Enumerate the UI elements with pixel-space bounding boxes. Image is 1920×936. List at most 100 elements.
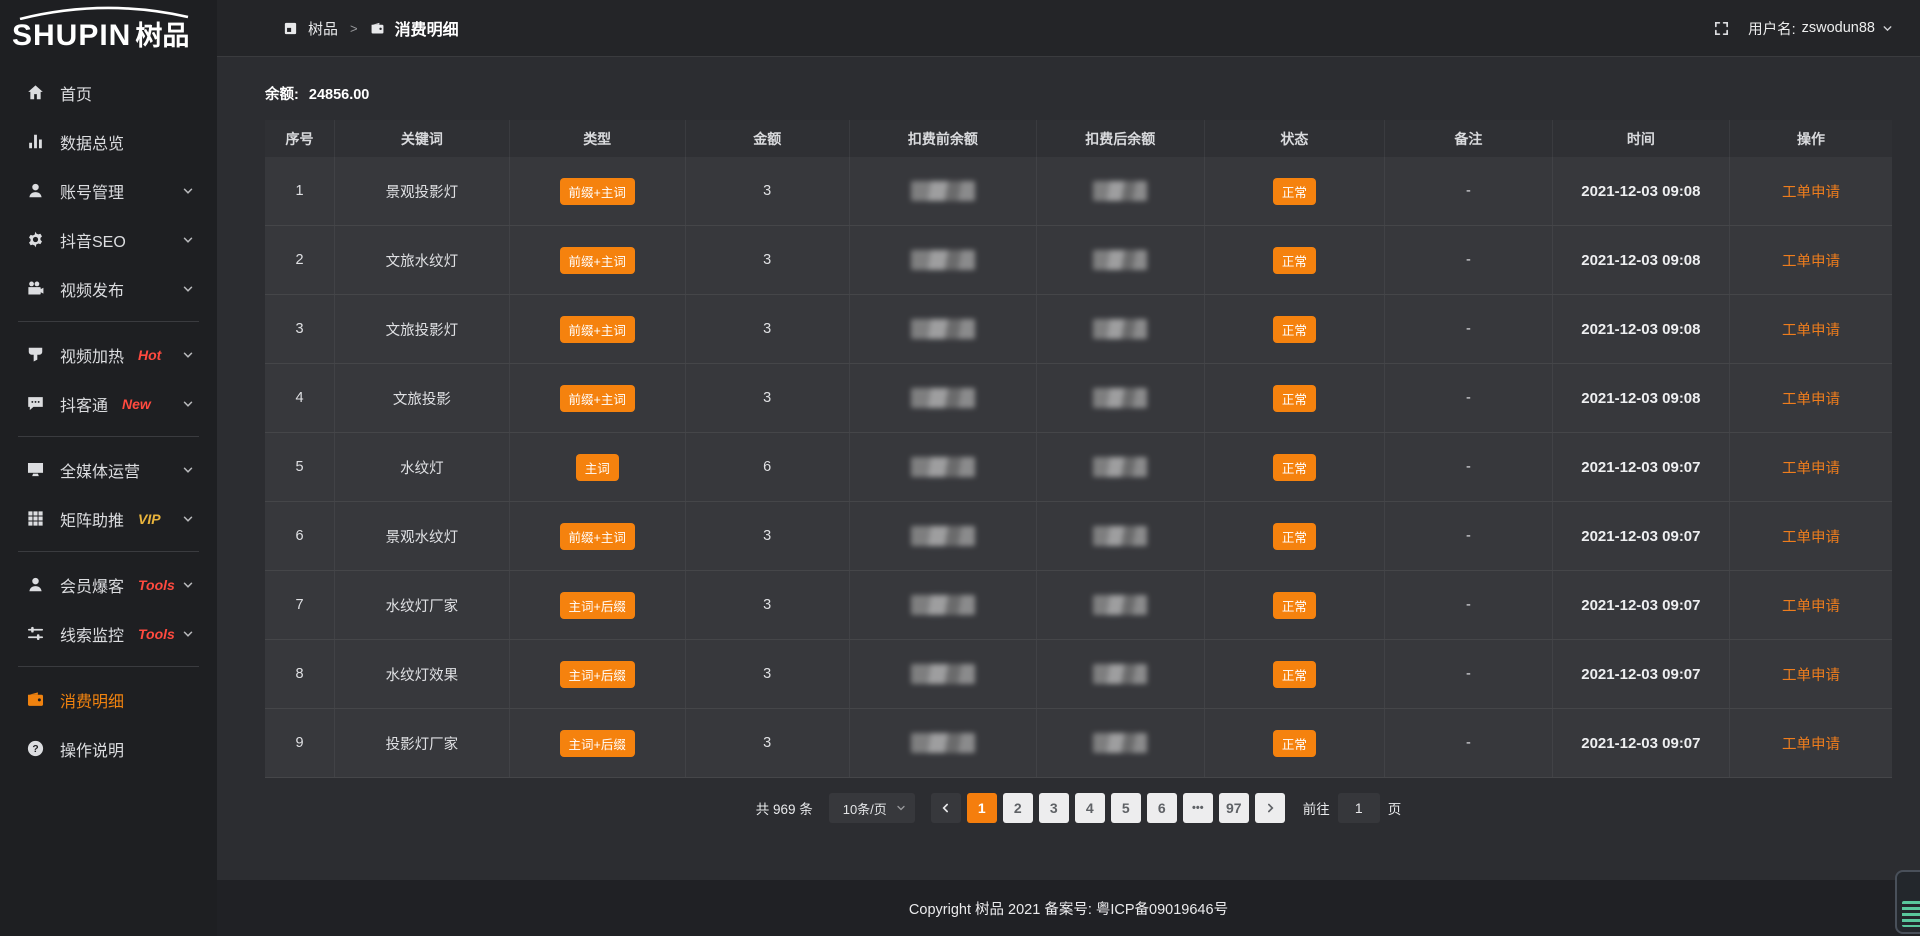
page-button-1[interactable]: 1 <box>966 793 997 823</box>
breadcrumb-separator: > <box>350 20 358 36</box>
ticket-request-link[interactable]: 工单申请 <box>1781 667 1840 684</box>
cell-post-balance <box>1037 709 1205 777</box>
chevron-down-icon <box>1881 22 1894 35</box>
user-menu[interactable]: 用户名: zswodun88 <box>1748 18 1894 39</box>
cell-type: 主词+后缀 <box>510 571 686 639</box>
footer: Copyright 树品 2021 备案号: 粤ICP备09019646号 <box>217 880 1920 936</box>
sidebar-item-home[interactable]: 首页 <box>0 68 217 117</box>
ticket-request-link[interactable]: 工单申请 <box>1781 322 1840 339</box>
logo-text-cn: 树品 <box>135 21 190 51</box>
sidebar-item-member-boom[interactable]: 会员爆客 Tools <box>0 560 217 609</box>
sidebar-divider <box>18 321 199 322</box>
content-area: 余额: 24856.00 序号 关键词 类型 金额 扣费前余额 扣费后余额 状态 备注 时间 操作… <box>217 57 1920 880</box>
chevron-right-icon <box>1267 803 1274 813</box>
cell-status: 正常 <box>1205 502 1386 570</box>
topbar-right: 用户名: zswodun88 <box>1713 18 1894 39</box>
page-button-97[interactable]: 97 <box>1218 793 1249 823</box>
cell-action: 工单申请 <box>1730 640 1892 708</box>
cell-post-balance <box>1037 226 1205 294</box>
ticket-request-link[interactable]: 工单申请 <box>1781 736 1840 753</box>
brand-logo[interactable]: SHUPIN 树品 <box>0 0 217 58</box>
type-badge: 主词+后缀 <box>559 660 635 688</box>
cell-pre-balance <box>850 502 1037 570</box>
cell-note: - <box>1385 640 1553 708</box>
app-icon <box>283 21 298 36</box>
page-ellipsis-button[interactable]: ••• <box>1182 793 1213 823</box>
cell-action: 工单申请 <box>1730 571 1892 639</box>
cell-index: 6 <box>265 502 335 570</box>
sidebar-item-clue-monitor[interactable]: 线索监控 Tools <box>0 609 217 658</box>
cell-time: 2021-12-03 09:08 <box>1553 226 1731 294</box>
table-row: 4 文旅投影 前缀+主词 3 正常 -2021-12-03 09:08 工单申请 <box>265 364 1892 433</box>
chevron-down-icon <box>181 512 195 526</box>
video-camera-icon <box>26 279 45 298</box>
table-row: 3 文旅投影灯 前缀+主词 3 正常 -2021-12-03 09:08 工单申请 <box>265 295 1892 364</box>
sidebar-item-media-ops[interactable]: 全媒体运营 <box>0 445 217 494</box>
home-icon <box>26 83 45 102</box>
ticket-request-link[interactable]: 工单申请 <box>1781 460 1840 477</box>
ticket-request-link[interactable]: 工单申请 <box>1781 598 1840 615</box>
page-button-2[interactable]: 2 <box>1002 793 1033 823</box>
page-button-4[interactable]: 4 <box>1074 793 1105 823</box>
sidebar-item-video-publish[interactable]: 视频发布 <box>0 264 217 313</box>
next-page-button[interactable] <box>1254 793 1285 823</box>
page-button-3[interactable]: 3 <box>1038 793 1069 823</box>
column-header: 扣费后余额 <box>1037 120 1205 157</box>
pagination-total: 共 969 条 <box>755 802 813 817</box>
ticket-request-link[interactable]: 工单申请 <box>1781 253 1840 270</box>
user-icon <box>26 181 45 200</box>
breadcrumb-root[interactable]: 树品 <box>308 20 339 38</box>
table-row: 5 水纹灯 主词 6 正常 -2021-12-03 09:07 工单申请 <box>265 433 1892 502</box>
sidebar-item-consume-detail[interactable]: 消费明细 <box>0 675 217 724</box>
sidebar-item-matrix-boost[interactable]: 矩阵助推 VIP <box>0 494 217 543</box>
ticket-request-link[interactable]: 工单申请 <box>1781 184 1840 201</box>
sidebar-nav: 首页 数据总览 账号管理 抖音SEO 视频发布 视频加热 Hot 抖客通 New 全媒体运营 矩阵助… <box>0 68 217 773</box>
sidebar-item-help[interactable]: ? 操作说明 <box>0 724 217 773</box>
goto-page-input[interactable] <box>1337 793 1380 823</box>
ticket-request-link[interactable]: 工单申请 <box>1781 529 1840 546</box>
cell-amount: 3 <box>686 640 850 708</box>
goto-label: 前往 <box>1302 802 1330 817</box>
sidebar-item-label: 线索监控 <box>60 627 125 645</box>
sidebar-item-account-manage[interactable]: 账号管理 <box>0 166 217 215</box>
cell-pre-balance <box>850 295 1037 363</box>
masked-value <box>1093 250 1148 270</box>
goto-page: 前往 页 <box>1302 793 1401 823</box>
ticket-request-link[interactable]: 工单申请 <box>1781 391 1840 408</box>
page-button-6[interactable]: 6 <box>1146 793 1177 823</box>
sidebar-item-label: 矩阵助推 <box>60 512 125 530</box>
prev-page-button[interactable] <box>930 793 961 823</box>
column-header: 关键词 <box>335 120 510 157</box>
status-badge: 正常 <box>1272 315 1316 343</box>
cell-post-balance <box>1037 364 1205 432</box>
page-title: 消费明细 <box>394 22 459 39</box>
cell-amount: 3 <box>686 226 850 294</box>
cell-note: - <box>1385 226 1553 294</box>
sidebar-divider <box>18 666 199 667</box>
wallet-icon <box>370 21 385 36</box>
table-row: 1 景观投影灯 前缀+主词 3 正常 -2021-12-03 09:08 工单申请 <box>265 157 1892 226</box>
sidebar-item-douyin-seo[interactable]: 抖音SEO <box>0 215 217 264</box>
chat-icon <box>26 394 45 413</box>
status-badge: 正常 <box>1272 522 1316 550</box>
cell-amount: 3 <box>686 157 850 225</box>
breadcrumb: 树品 > 消费明细 <box>283 16 459 40</box>
masked-value <box>1093 181 1148 201</box>
page-button-5[interactable]: 5 <box>1110 793 1141 823</box>
sidebar-item-label: 抖客通 <box>60 397 109 415</box>
table-row: 7 水纹灯厂家 主词+后缀 3 正常 -2021-12-03 09:07 工单申请 <box>265 571 1892 640</box>
cell-status: 正常 <box>1205 709 1386 777</box>
sidebar-item-video-heat[interactable]: 视频加热 Hot <box>0 330 217 379</box>
cell-index: 9 <box>265 709 335 777</box>
cell-type: 主词+后缀 <box>510 709 686 777</box>
sidebar: SHUPIN 树品 首页 数据总览 账号管理 抖音SEO 视频发布视频加热 Hot 抖客通 N… <box>0 0 217 936</box>
masked-value <box>910 664 975 684</box>
sidebar-item-douketong[interactable]: 抖客通 New <box>0 379 217 428</box>
cell-keyword: 水纹灯 <box>335 433 510 501</box>
sidebar-item-data-overview[interactable]: 数据总览 <box>0 117 217 166</box>
fullscreen-icon[interactable] <box>1713 20 1730 37</box>
cell-post-balance <box>1037 433 1205 501</box>
floating-widget[interactable] <box>1895 870 1920 934</box>
page-size-select[interactable]: 10条/页 <box>828 793 915 823</box>
